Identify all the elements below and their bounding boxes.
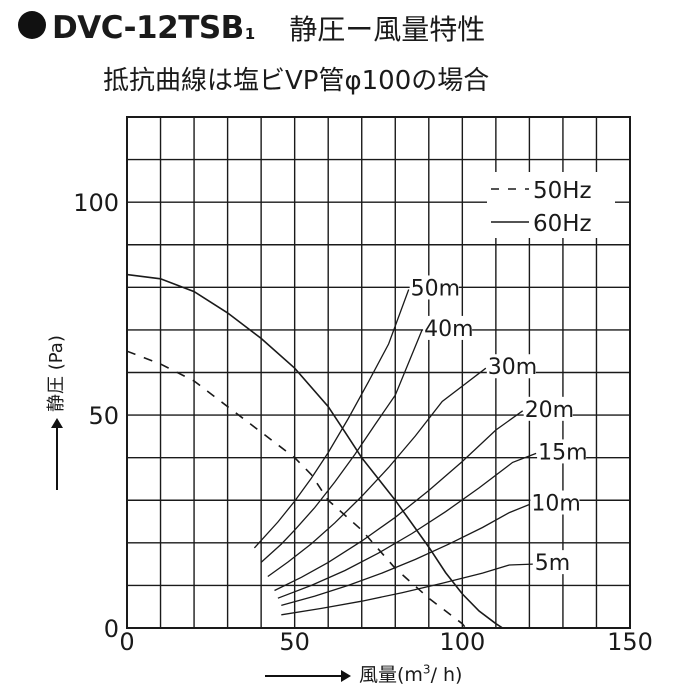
chart-subtitle: 抵抗曲線は塩ビVP管φ100の場合 — [103, 66, 490, 96]
y-tick-label: 100 — [73, 189, 119, 217]
y-axis-label-text: 静圧 (Pa) — [46, 335, 67, 412]
y-tick-label: 50 — [88, 402, 119, 430]
chart-title: DVC-12TSB1 静圧ー風量特性 — [18, 8, 698, 56]
resistance-label: 5m — [535, 551, 570, 576]
resistance-curve-5m — [281, 563, 533, 616]
resistance-curve-20m — [274, 410, 524, 592]
model-suffix: 1 — [244, 24, 256, 43]
chart-description: 静圧ー風量特性 — [289, 13, 486, 46]
resistance-label-bg — [409, 275, 459, 300]
resistance-label-bg — [423, 315, 473, 340]
resistance-curve-50m — [253, 289, 410, 549]
resistance-label: 30m — [488, 355, 537, 380]
y-tick-label: 0 — [104, 615, 119, 643]
x-tick-label: 50 — [279, 628, 310, 656]
y-axis-label-wrap: 静圧 (Pa) — [32, 294, 78, 494]
resistance-label-bg — [533, 550, 568, 575]
model-name: DVC-12TSB — [52, 10, 244, 46]
y-axis-label: 静圧 (Pa) — [42, 335, 68, 490]
bullet-icon — [18, 11, 46, 39]
resistance-label: 10m — [531, 492, 580, 517]
legend-box — [487, 172, 615, 238]
x-axis-label-sup: 3 — [422, 662, 431, 677]
series-line-60Hz — [126, 273, 504, 629]
x-axis-label: 風量(m3/ h) — [265, 660, 462, 687]
x-axis-label-prefix: 風量(m — [359, 664, 423, 686]
resistance-label: 15m — [538, 440, 587, 465]
resistance-curve-15m — [277, 452, 537, 599]
plot-frame — [126, 116, 631, 629]
x-axis-arrow-icon — [265, 669, 351, 682]
series-line-50Hz — [126, 350, 467, 629]
legend-label: 50Hz — [533, 178, 592, 204]
resistance-curve-40m — [260, 329, 423, 563]
legend-label: 60Hz — [533, 211, 592, 237]
y-axis-arrow-icon — [56, 420, 58, 490]
resistance-label-bg — [537, 439, 587, 464]
resistance-curve-10m — [281, 503, 530, 607]
x-tick-label: 0 — [119, 628, 134, 656]
x-tick-label: 100 — [439, 628, 485, 656]
resistance-label-bg — [530, 490, 580, 515]
resistance-curve-30m — [267, 367, 487, 578]
resistance-label: 40m — [424, 317, 473, 342]
resistance-label: 50m — [411, 276, 460, 301]
resistance-label-bg — [523, 396, 573, 421]
resistance-label: 20m — [525, 398, 574, 423]
x-axis-label-suffix: / h) — [430, 664, 463, 686]
x-tick-label: 150 — [607, 628, 653, 656]
resistance-label-bg — [486, 354, 536, 379]
